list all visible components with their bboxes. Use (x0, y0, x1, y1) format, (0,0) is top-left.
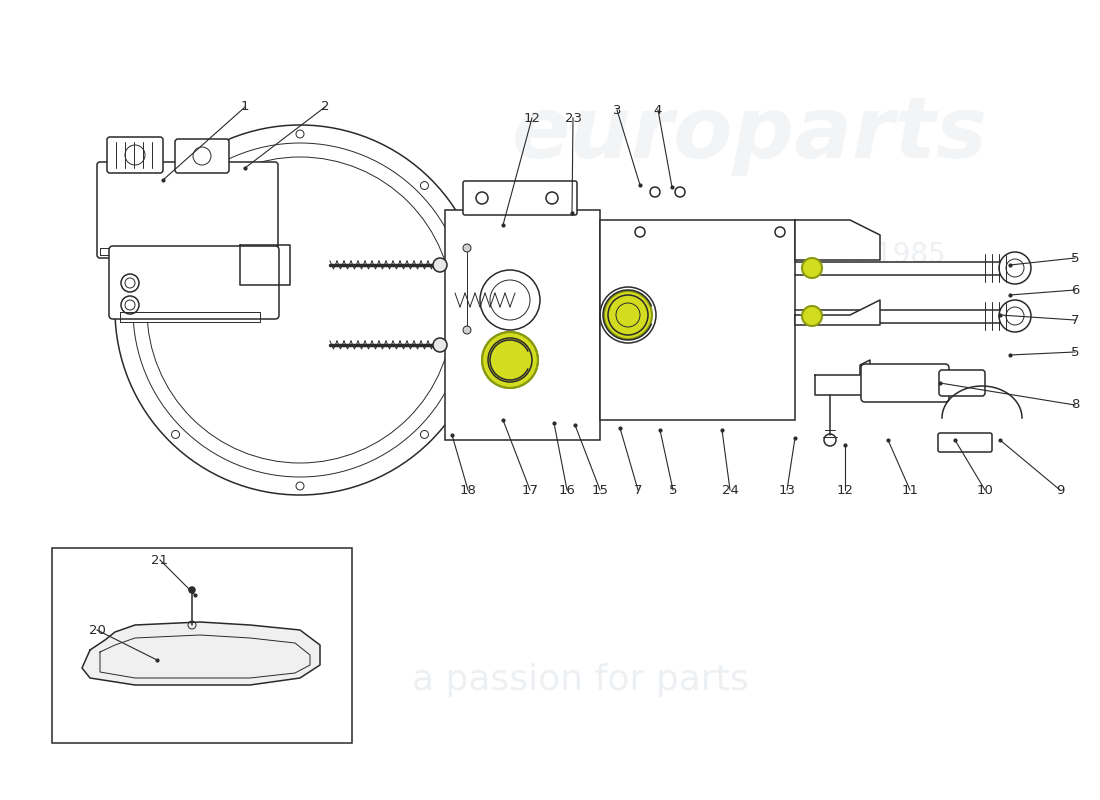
Text: 24: 24 (722, 483, 738, 497)
FancyBboxPatch shape (463, 181, 578, 215)
Text: 20: 20 (89, 623, 106, 637)
Text: since 1985: since 1985 (794, 241, 946, 269)
Polygon shape (100, 248, 275, 255)
Text: europarts: europarts (512, 94, 988, 177)
Text: 12: 12 (524, 111, 540, 125)
Circle shape (802, 258, 822, 278)
Text: 17: 17 (521, 483, 539, 497)
FancyBboxPatch shape (861, 364, 949, 402)
Circle shape (463, 326, 471, 334)
Text: 16: 16 (559, 483, 575, 497)
Circle shape (802, 306, 822, 326)
Text: 15: 15 (592, 483, 608, 497)
Polygon shape (82, 622, 320, 685)
Circle shape (433, 258, 447, 272)
Text: a passion for parts: a passion for parts (411, 663, 748, 697)
Text: 5: 5 (1070, 346, 1079, 358)
Circle shape (482, 332, 538, 388)
Text: 8: 8 (1070, 398, 1079, 411)
Polygon shape (795, 300, 880, 325)
FancyBboxPatch shape (52, 548, 352, 743)
Text: 18: 18 (460, 483, 476, 497)
Text: 7: 7 (634, 483, 642, 497)
Circle shape (463, 244, 471, 252)
FancyBboxPatch shape (175, 139, 229, 173)
Polygon shape (120, 312, 260, 322)
FancyBboxPatch shape (938, 433, 992, 452)
Polygon shape (795, 220, 880, 260)
Circle shape (189, 587, 195, 593)
Polygon shape (240, 245, 290, 285)
Text: 5: 5 (1070, 251, 1079, 265)
Text: 9: 9 (1056, 483, 1064, 497)
FancyBboxPatch shape (109, 246, 279, 319)
Text: 2: 2 (321, 101, 329, 114)
Text: 12: 12 (836, 483, 854, 497)
Circle shape (433, 338, 447, 352)
FancyBboxPatch shape (107, 137, 163, 173)
Circle shape (604, 291, 652, 339)
Text: 1: 1 (241, 101, 250, 114)
Text: 4: 4 (653, 103, 662, 117)
Polygon shape (815, 360, 870, 395)
Text: 3: 3 (613, 103, 621, 117)
Text: 11: 11 (902, 483, 918, 497)
FancyBboxPatch shape (446, 210, 600, 440)
Text: 5: 5 (669, 483, 678, 497)
Text: 7: 7 (1070, 314, 1079, 326)
Text: 6: 6 (1070, 283, 1079, 297)
Text: 23: 23 (564, 111, 582, 125)
FancyBboxPatch shape (97, 162, 278, 258)
FancyBboxPatch shape (939, 370, 984, 396)
Text: 13: 13 (779, 483, 795, 497)
FancyBboxPatch shape (600, 220, 795, 420)
Text: 21: 21 (152, 554, 168, 566)
Text: 10: 10 (977, 483, 993, 497)
